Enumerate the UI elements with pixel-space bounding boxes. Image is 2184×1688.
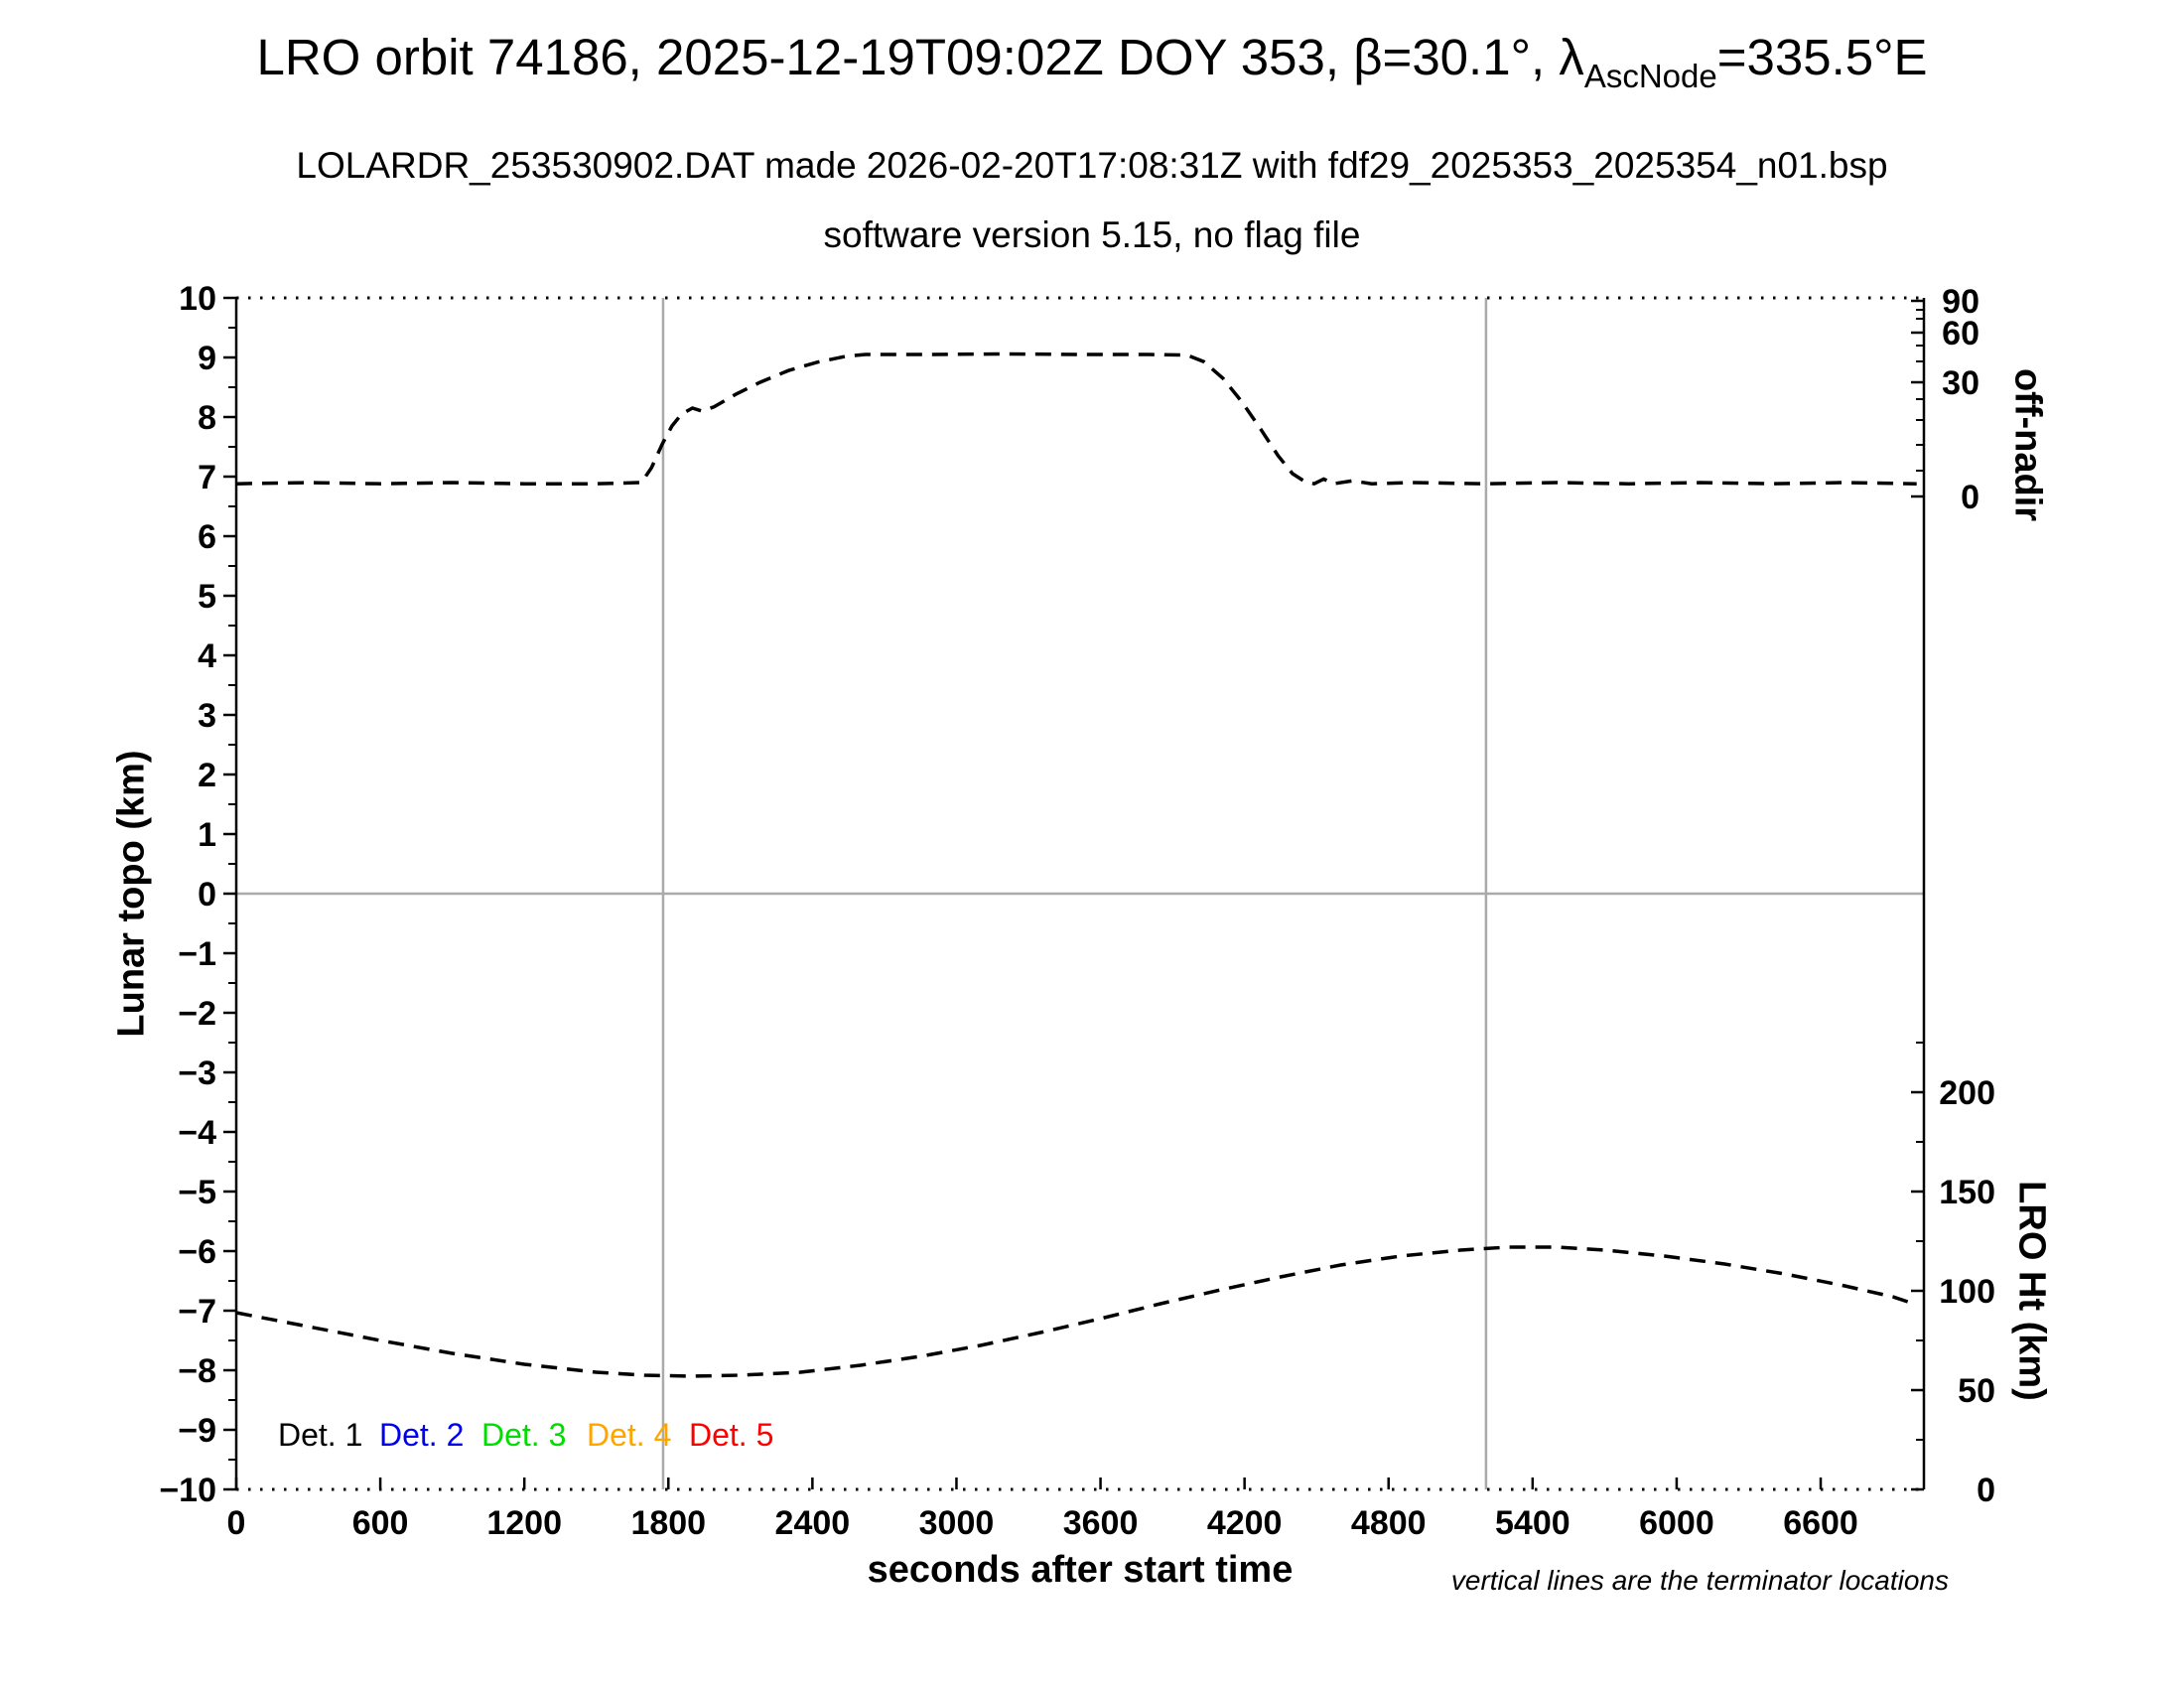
legend-item-det1: Det. 1 — [278, 1417, 363, 1453]
x-tick-label: 5400 — [1495, 1504, 1570, 1542]
left-tick-label: −6 — [178, 1233, 216, 1271]
left-tick-label: 9 — [198, 340, 216, 377]
x-tick-label: 6000 — [1639, 1504, 1714, 1542]
lro-ht-tick-label: 100 — [1939, 1273, 1995, 1311]
left-tick-label: 10 — [179, 280, 216, 318]
left-tick-label: −5 — [178, 1174, 216, 1211]
curve-lro-height — [235, 1245, 1918, 1378]
offnadir-tick-label: 60 — [1942, 315, 1979, 352]
lro-ht-tick-label: 50 — [1958, 1372, 1995, 1410]
chart-title-main: LRO orbit 74186, 2025-12-19T09:02Z DOY 3… — [256, 29, 1584, 85]
x-tick-label: 4800 — [1351, 1504, 1427, 1542]
left-tick-label: −1 — [178, 935, 216, 973]
left-tick-label: 1 — [198, 816, 216, 854]
x-tick-label: 0 — [227, 1504, 246, 1542]
lro-ht-tick-label: 0 — [1977, 1472, 1995, 1509]
x-tick-label: 600 — [352, 1504, 409, 1542]
x-tick-label: 3600 — [1063, 1504, 1139, 1542]
offnadir-tick-label: 90 — [1942, 283, 1979, 321]
x-tick-label: 2400 — [775, 1504, 851, 1542]
left-tick-label: 0 — [198, 876, 216, 914]
left-tick-label: −4 — [178, 1114, 216, 1152]
x-tick-label: 1800 — [630, 1504, 706, 1542]
chart-title: LRO orbit 74186, 2025-12-19T09:02Z DOY 3… — [0, 28, 2184, 94]
x-tick-label: 4200 — [1207, 1504, 1283, 1542]
legend-item-det5: Det. 5 — [689, 1417, 774, 1453]
left-tick-label: −8 — [178, 1352, 216, 1390]
chart-title-subscript: AscNode — [1583, 58, 1717, 94]
lro-ht-tick-label: 200 — [1939, 1074, 1995, 1112]
terminator-footnote: vertical lines are the terminator locati… — [1450, 1565, 1949, 1596]
x-tick-label: 3000 — [919, 1504, 995, 1542]
legend-item-det2: Det. 2 — [379, 1417, 465, 1453]
y-axis-label-lunar-topo: Lunar topo (km) — [110, 750, 153, 1038]
left-tick-label: 2 — [198, 757, 216, 794]
legend-item-det3: Det. 3 — [481, 1417, 567, 1453]
left-tick-label: −9 — [178, 1412, 216, 1450]
curve-off-nadir — [235, 352, 1917, 487]
subtitle-line2: software version 5.15, no flag file — [823, 214, 1361, 255]
left-tick-label: 5 — [198, 578, 216, 616]
left-tick-label: −2 — [178, 995, 216, 1033]
left-tick-label: −7 — [178, 1293, 216, 1331]
left-tick-label: 4 — [198, 637, 216, 675]
x-tick-label: 1200 — [486, 1504, 562, 1542]
left-tick-label: −3 — [178, 1055, 216, 1092]
subtitle-line1: LOLARDR_253530902.DAT made 2026-02-20T17… — [296, 145, 1888, 186]
legend-item-det4: Det. 4 — [587, 1417, 672, 1453]
offnadir-tick-label: 0 — [1961, 479, 1979, 516]
y-axis-label-off-nadir: off-nadir — [2006, 367, 2049, 522]
lro-ht-tick-label: 150 — [1939, 1174, 1995, 1211]
left-tick-label: 8 — [198, 399, 216, 437]
left-tick-label: 3 — [198, 697, 216, 735]
left-tick-label: 6 — [198, 518, 216, 556]
left-tick-label: 7 — [198, 459, 216, 496]
left-tick-label: −10 — [159, 1472, 216, 1509]
x-tick-label: 6600 — [1783, 1504, 1858, 1542]
x-axis-label: seconds after start time — [867, 1549, 1294, 1591]
chart-title-suffix: =335.5°E — [1716, 29, 1928, 85]
offnadir-tick-label: 30 — [1942, 364, 1979, 402]
y-axis-label-lro-ht: LRO Ht (km) — [2010, 1181, 2053, 1401]
